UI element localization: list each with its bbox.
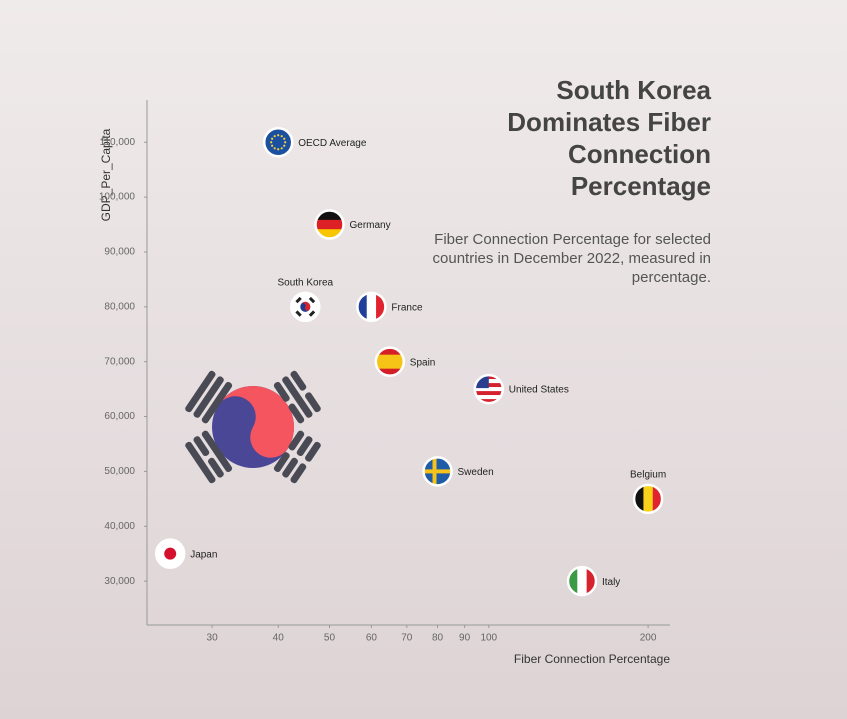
flag-part <box>366 292 377 321</box>
point <box>566 565 598 597</box>
flag-part <box>357 292 368 321</box>
flag-part <box>586 567 596 596</box>
point-flag <box>262 126 294 158</box>
point-label: United States <box>509 385 569 396</box>
point <box>473 373 505 405</box>
point-flag <box>290 291 321 323</box>
flag-part <box>300 301 311 311</box>
point-label: Italy <box>602 577 620 588</box>
flag-part <box>375 354 404 369</box>
point-flag <box>154 538 186 569</box>
flag-part <box>315 219 344 230</box>
flag-part <box>295 310 302 317</box>
point-label: Spain <box>410 357 436 368</box>
point-label: Germany <box>349 220 390 231</box>
flag-part <box>315 229 344 239</box>
y-tick-label: 50,000 <box>104 466 135 477</box>
y-axis-title: GDP_Per_Capita <box>99 128 113 221</box>
point-flag <box>356 291 387 323</box>
y-tick-label: 90,000 <box>104 247 135 258</box>
flag-part <box>474 391 503 396</box>
chart-title: South Korea Dominates Fiber Connection P… <box>507 75 711 201</box>
point-label: Belgium <box>630 469 666 480</box>
point <box>422 456 453 487</box>
flag-star <box>273 147 276 150</box>
point-flag <box>314 209 345 240</box>
flag-star <box>277 134 280 137</box>
flag <box>315 210 344 239</box>
flag-part <box>567 567 578 596</box>
flag-star <box>284 141 287 144</box>
x-tick-label: 90 <box>459 633 471 644</box>
y-tick-label: 60,000 <box>104 411 135 422</box>
point-label: South Korea <box>277 277 333 288</box>
flag-star <box>277 148 280 151</box>
point <box>356 291 387 323</box>
point-label: OECD Average <box>298 138 367 149</box>
flag-part <box>474 399 503 404</box>
x-tick-label: 70 <box>401 633 413 644</box>
flag-part <box>308 296 316 304</box>
flag-star <box>271 137 274 140</box>
flag <box>474 375 503 404</box>
flag-part <box>295 296 302 304</box>
flag-part <box>474 395 503 400</box>
flag-part <box>634 484 644 513</box>
point <box>290 291 321 323</box>
flag-star <box>283 144 286 147</box>
flag <box>357 292 386 321</box>
x-tick-label: 200 <box>640 633 657 644</box>
flag-part <box>308 310 316 317</box>
y-tick-label: 80,000 <box>104 301 135 312</box>
flag-part <box>652 484 663 513</box>
x-tick-label: 50 <box>324 633 336 644</box>
flag-star <box>271 144 274 147</box>
flag-star <box>273 135 276 138</box>
y-tick-label: 110,000 <box>100 137 136 148</box>
korea-emblem <box>185 370 321 484</box>
point-label: Japan <box>190 549 217 560</box>
point-flag <box>422 456 453 487</box>
point <box>154 538 186 569</box>
x-tick-label: 100 <box>480 633 497 644</box>
x-tick-label: 80 <box>432 633 444 644</box>
flag-part <box>423 469 452 474</box>
point-label: Sweden <box>458 467 494 478</box>
trigrams <box>185 370 321 484</box>
point <box>632 483 664 515</box>
flag-star <box>280 147 283 150</box>
point-flag <box>374 346 406 377</box>
flag-part <box>315 210 344 221</box>
flag <box>634 484 663 513</box>
point-flag <box>473 373 505 405</box>
flag <box>567 567 596 596</box>
flag-part <box>643 484 654 513</box>
flag-part <box>164 547 177 560</box>
point-label: France <box>391 302 423 313</box>
chart-subtitle: Fiber Connection Percentage for selected… <box>432 231 711 286</box>
x-axis-title: Fiber Connection Percentage <box>514 652 670 666</box>
flag-part <box>474 387 503 392</box>
y-tick-label: 70,000 <box>104 356 135 367</box>
x-tick-label: 30 <box>207 633 219 644</box>
y-tick-label: 30,000 <box>104 576 135 587</box>
point-flag <box>632 483 664 515</box>
flag-star <box>283 137 286 140</box>
flag-star <box>280 135 283 138</box>
y-tick-label: 100,000 <box>99 192 136 203</box>
point <box>314 209 345 240</box>
flag-star <box>270 141 273 144</box>
x-tick-label: 60 <box>366 633 378 644</box>
point-flag <box>566 565 598 597</box>
flag-part <box>577 567 588 596</box>
point <box>374 346 406 377</box>
emblem-red <box>217 386 294 458</box>
point <box>262 126 294 158</box>
x-tick-label: 40 <box>273 633 285 644</box>
flag-part <box>432 457 437 486</box>
flag-part <box>376 292 386 321</box>
y-tick-label: 40,000 <box>104 521 135 532</box>
